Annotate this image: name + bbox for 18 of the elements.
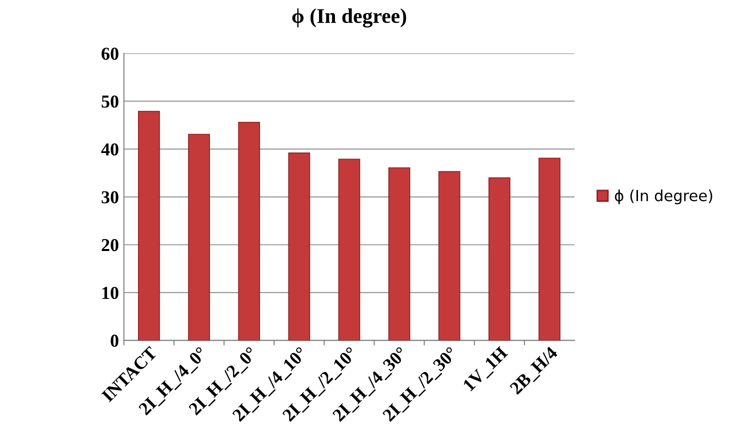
y-tick-label: 30: [102, 191, 118, 204]
bar: [138, 110, 160, 340]
y-tick-label: 0: [110, 334, 118, 347]
y-tick-label: 20: [102, 239, 118, 252]
y-tick-label: 60: [102, 48, 118, 60]
legend-label: ϕ (In degree): [614, 190, 712, 204]
y-tick-label: 40: [101, 143, 118, 156]
bar: [488, 177, 510, 340]
bar: [288, 152, 310, 340]
bar: [188, 134, 210, 340]
bar: [438, 171, 460, 340]
bar: [238, 122, 260, 340]
bar: [538, 158, 560, 340]
y-tick-label: 10: [102, 286, 118, 300]
chart-title: ϕ (In degree): [292, 8, 406, 28]
bar: [388, 167, 410, 340]
bar: [338, 158, 360, 340]
y-tick-label: 50: [102, 95, 118, 108]
